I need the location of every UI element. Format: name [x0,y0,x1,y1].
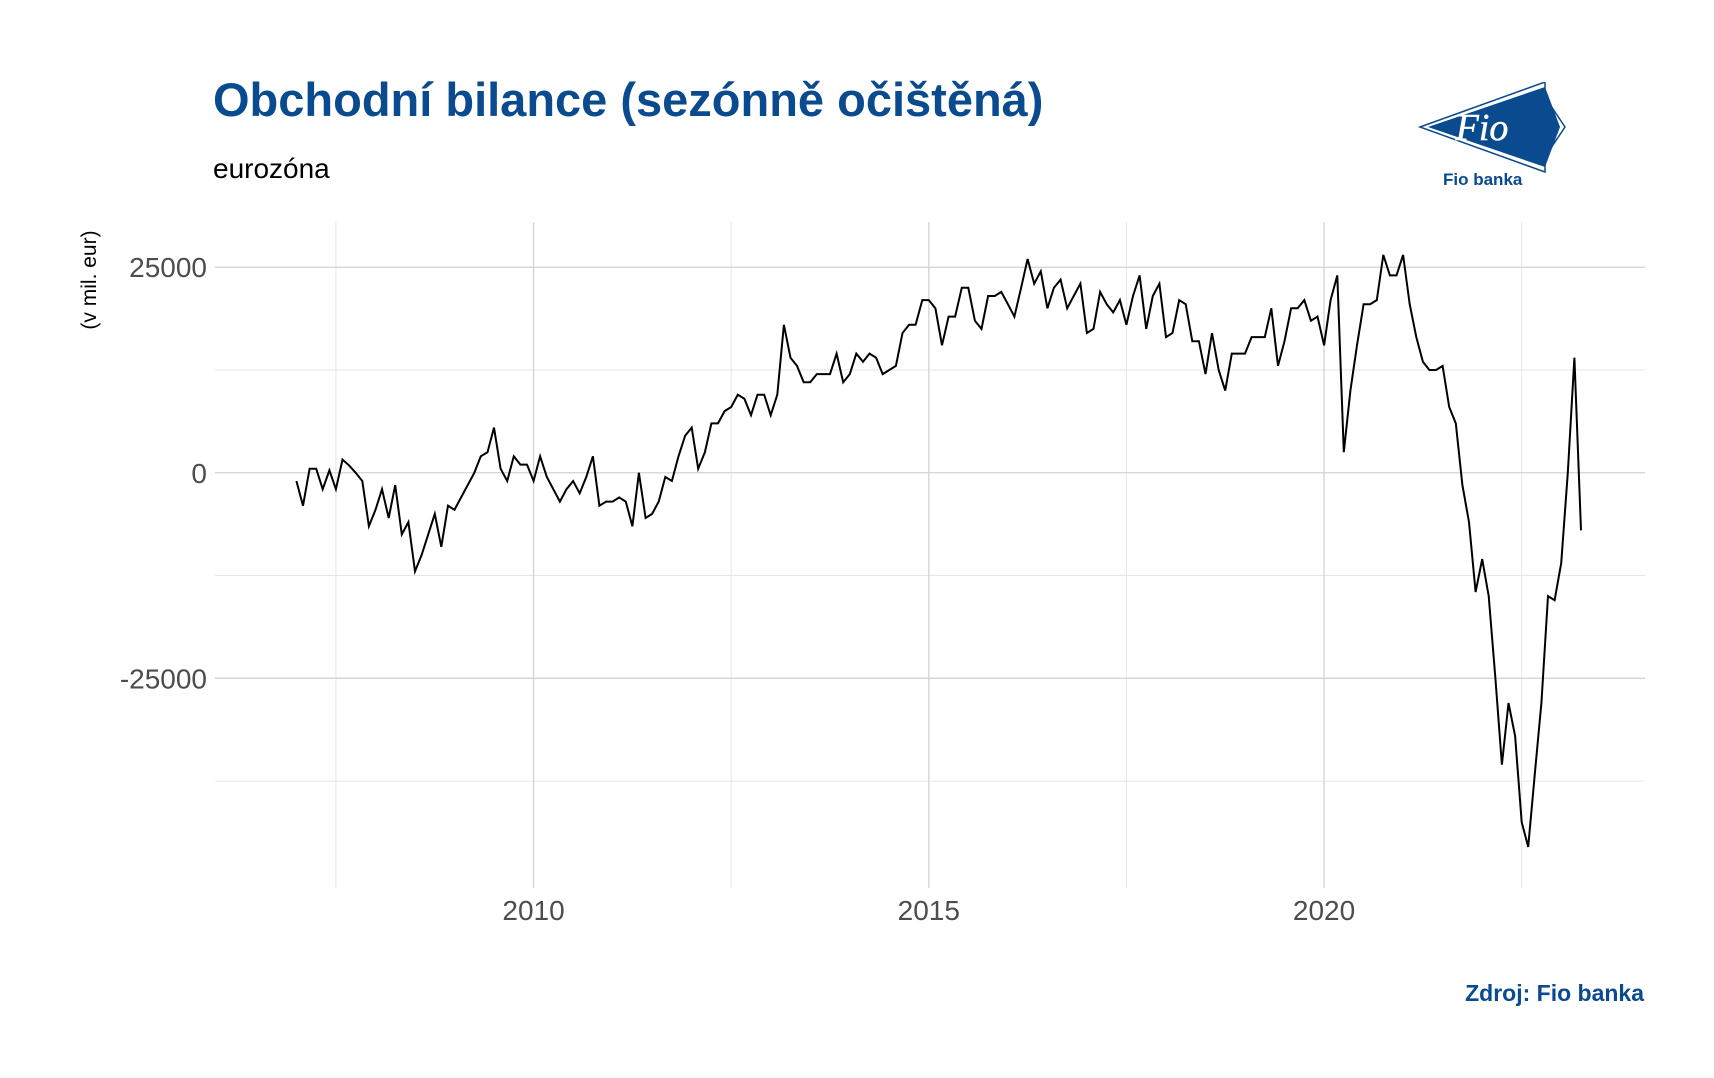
fio-banka-logo: Fio [1417,82,1566,174]
trade-balance-line [295,254,1582,848]
x-tick-label: 2020 [1293,895,1355,926]
chart-grid [215,222,1645,888]
logo-bank-name: Fio banka [1443,170,1523,189]
chart-title: Obchodní bilance (sezónně očištěná) [213,73,1044,126]
chart-subtitle: eurozóna [213,153,330,184]
y-tick-label: -25000 [120,663,207,694]
logo-mark-text: Fio [1455,107,1509,149]
source-note: Zdroj: Fio banka [1465,980,1644,1006]
y-tick-label: 0 [191,458,207,489]
y-tick-label: 25000 [129,252,207,283]
y-axis-label: (v mil. eur) [78,230,101,329]
logo-flag-fill [1428,87,1560,167]
x-tick-label: 2015 [898,895,960,926]
x-tick-label: 2010 [502,895,564,926]
chart-axis-labels: -25000 0 25000 2010 2015 2020 [120,252,1355,926]
